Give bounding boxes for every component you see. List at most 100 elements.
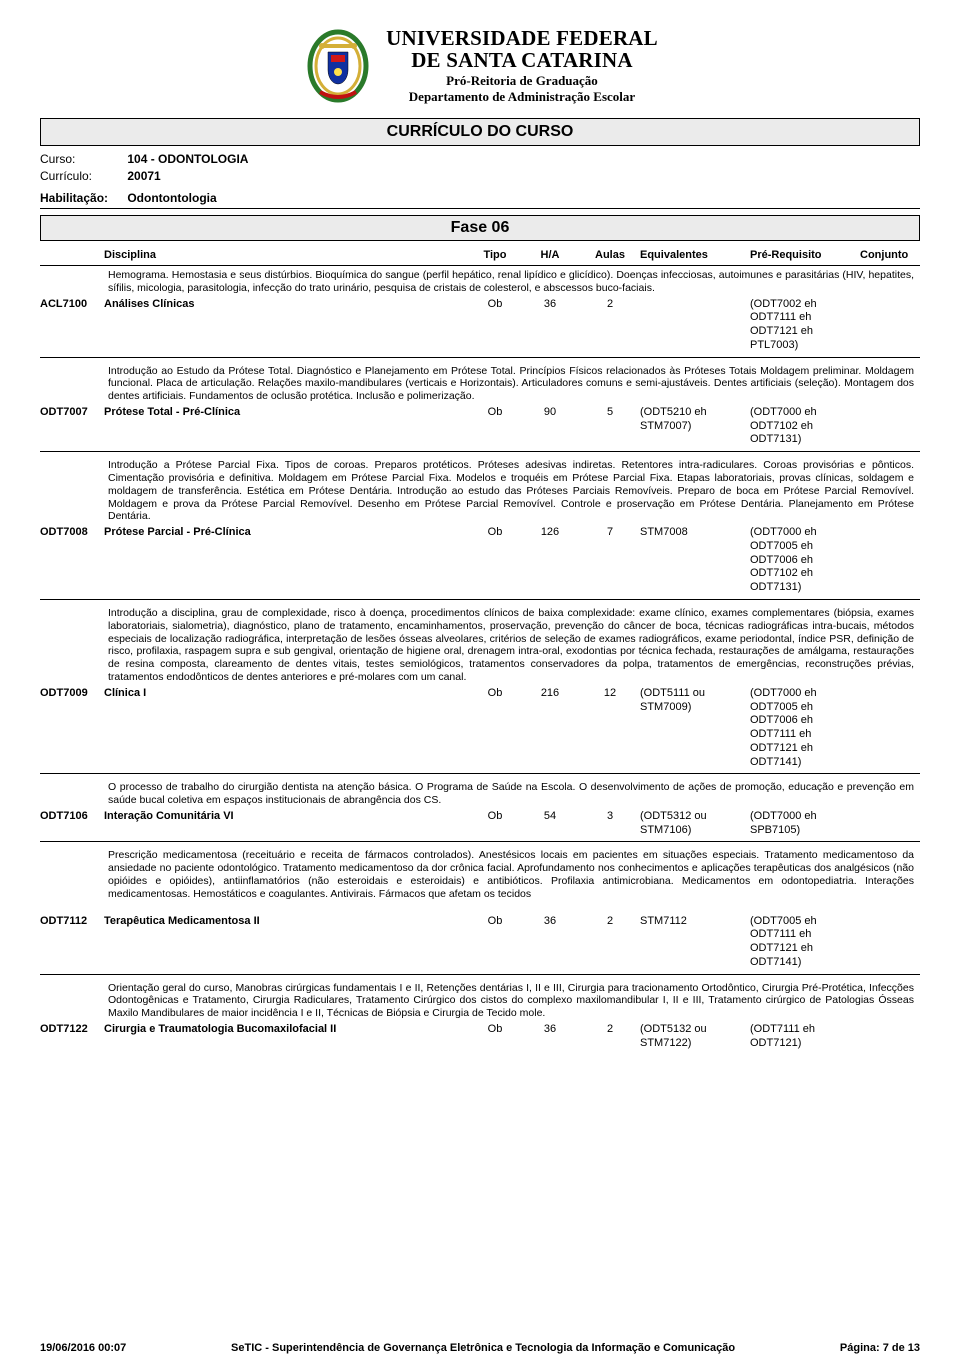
col-equivalentes: Equivalentes <box>640 249 750 261</box>
prereq-item: (ODT7111 eh <box>750 1023 860 1037</box>
equiv-item: STM7106) <box>640 824 750 838</box>
equiv-item: STM7008 <box>640 526 750 540</box>
discipline-ha: 216 <box>520 687 580 699</box>
university-crest-icon <box>302 24 374 108</box>
prereq-item: ODT7121 eh <box>750 742 860 756</box>
col-aulas: Aulas <box>580 249 640 261</box>
discipline-equiv: (ODT5132 ouSTM7122) <box>640 1023 750 1051</box>
discipline-code: ACL7100 <box>40 298 104 310</box>
col-ha: H/A <box>520 249 580 261</box>
university-name-1: UNIVERSIDADE FEDERAL <box>386 27 658 49</box>
column-headers: Disciplina Tipo H/A Aulas Equivalentes P… <box>40 245 920 266</box>
discipline-equiv: (ODT5312 ouSTM7106) <box>640 810 750 838</box>
discipline-aulas: 3 <box>580 810 640 822</box>
discipline-row: ODT7106Interação Comunitária VIOb543(ODT… <box>40 810 920 838</box>
discipline-equiv: STM7112 <box>640 915 750 929</box>
discipline-name: Cirurgia e Traumatologia Bucomaxilofacia… <box>104 1023 470 1035</box>
prereq-item: ODT7102 eh <box>750 420 860 434</box>
discipline-tipo: Ob <box>470 687 520 699</box>
discipline-description: Introdução a disciplina, grau de complex… <box>40 604 920 687</box>
discipline-name: Terapêutica Medicamentosa II <box>104 915 470 927</box>
prereq-item: ODT7141) <box>750 756 860 770</box>
discipline-prereq: (ODT7111 ehODT7121) <box>750 1023 860 1051</box>
discipline-description: Prescrição medicamentosa (receituário e … <box>40 846 920 914</box>
discipline-row: ODT7122Cirurgia e Traumatologia Bucomaxi… <box>40 1023 920 1051</box>
footer-center: SeTIC - Superintendência de Governança E… <box>231 1342 735 1354</box>
discipline-aulas: 2 <box>580 1023 640 1035</box>
discipline-name: Prótese Parcial - Pré-Clínica <box>104 526 470 538</box>
prereq-item: (ODT7000 eh <box>750 406 860 420</box>
prereq-item: ODT7111 eh <box>750 311 860 325</box>
meta-curso: Curso: 104 - ODONTOLOGIA <box>40 152 920 166</box>
prereq-item: ODT7005 eh <box>750 701 860 715</box>
col-conjunto: Conjunto <box>860 249 920 261</box>
university-sub1: Pró-Reitoria de Graduação <box>386 73 658 89</box>
discipline-description: Introdução a Prótese Parcial Fixa. Tipos… <box>40 456 920 526</box>
col-disciplina: Disciplina <box>104 249 470 261</box>
habilitacao-value: Odontontologia <box>127 191 216 205</box>
page: UNIVERSIDADE FEDERAL DE SANTA CATARINA P… <box>0 0 960 1364</box>
discipline-ha: 36 <box>520 1023 580 1035</box>
prereq-item: ODT7141) <box>750 956 860 970</box>
discipline-aulas: 12 <box>580 687 640 699</box>
col-prerequisito: Pré-Requisito <box>750 249 860 261</box>
discipline-block: O processo de trabalho do cirurgião dent… <box>40 778 920 842</box>
discipline-equiv: (ODT5210 ehSTM7007) <box>640 406 750 434</box>
discipline-name: Interação Comunitária VI <box>104 810 470 822</box>
university-name-2: DE SANTA CATARINA <box>386 49 658 71</box>
discipline-equiv: (ODT5111 ouSTM7009) <box>640 687 750 715</box>
prereq-item: ODT7121 eh <box>750 325 860 339</box>
discipline-description: O processo de trabalho do cirurgião dent… <box>40 778 920 810</box>
discipline-tipo: Ob <box>470 526 520 538</box>
curriculo-label: Currículo: <box>40 169 124 183</box>
prereq-item: ODT7006 eh <box>750 554 860 568</box>
curso-value: 104 - ODONTOLOGIA <box>127 152 248 166</box>
meta-curriculo: Currículo: 20071 <box>40 169 920 183</box>
discipline-ha: 90 <box>520 406 580 418</box>
prereq-item: ODT7006 eh <box>750 714 860 728</box>
discipline-row: ODT7009Clínica IOb21612(ODT5111 ouSTM700… <box>40 687 920 770</box>
discipline-row: ACL7100Análises ClínicasOb362(ODT7002 eh… <box>40 298 920 353</box>
discipline-aulas: 7 <box>580 526 640 538</box>
discipline-aulas: 5 <box>580 406 640 418</box>
prereq-item: (ODT7000 eh <box>750 810 860 824</box>
equiv-item: STM7009) <box>640 701 750 715</box>
discipline-code: ODT7008 <box>40 526 104 538</box>
habilitacao-label: Habilitação: <box>40 191 124 205</box>
curso-label: Curso: <box>40 152 124 166</box>
footer-page: Página: 7 de 13 <box>840 1342 920 1354</box>
university-text: UNIVERSIDADE FEDERAL DE SANTA CATARINA P… <box>386 27 658 105</box>
discipline-name: Clínica I <box>104 687 470 699</box>
discipline-row: ODT7008Prótese Parcial - Pré-ClínicaOb12… <box>40 526 920 595</box>
equiv-item: (ODT5210 eh <box>640 406 750 420</box>
university-sub2: Departamento de Administração Escolar <box>386 89 658 105</box>
discipline-code: ODT7106 <box>40 810 104 822</box>
prereq-item: ODT7131) <box>750 581 860 595</box>
discipline-equiv: STM7008 <box>640 526 750 540</box>
discipline-prereq: (ODT7002 ehODT7111 ehODT7121 ehPTL7003) <box>750 298 860 353</box>
equiv-item: STM7112 <box>640 915 750 929</box>
equiv-item: STM7122) <box>640 1037 750 1051</box>
discipline-block: Prescrição medicamentosa (receituário e … <box>40 846 920 974</box>
prereq-item: (ODT7000 eh <box>750 687 860 701</box>
prereq-item: ODT7111 eh <box>750 928 860 942</box>
discipline-prereq: (ODT7000 ehODT7102 ehODT7131) <box>750 406 860 447</box>
discipline-tipo: Ob <box>470 810 520 822</box>
discipline-code: ODT7009 <box>40 687 104 699</box>
footer-date: 19/06/2016 00:07 <box>40 1342 126 1354</box>
prereq-item: (ODT7000 eh <box>750 526 860 540</box>
disciplines-container: Hemograma. Hemostasia e seus distúrbios.… <box>40 266 920 1054</box>
discipline-name: Análises Clínicas <box>104 298 470 310</box>
discipline-prereq: (ODT7000 ehSPB7105) <box>750 810 860 838</box>
discipline-block: Introdução a disciplina, grau de complex… <box>40 604 920 774</box>
prereq-item: ODT7111 eh <box>750 728 860 742</box>
discipline-row: ODT7112Terapêutica Medicamentosa IIOb362… <box>40 915 920 970</box>
header: UNIVERSIDADE FEDERAL DE SANTA CATARINA P… <box>40 20 920 118</box>
prereq-item: ODT7102 eh <box>750 567 860 581</box>
discipline-tipo: Ob <box>470 298 520 310</box>
discipline-prereq: (ODT7000 ehODT7005 ehODT7006 ehODT7111 e… <box>750 687 860 770</box>
discipline-ha: 36 <box>520 298 580 310</box>
prereq-item: SPB7105) <box>750 824 860 838</box>
discipline-prereq: (ODT7005 ehODT7111 ehODT7121 ehODT7141) <box>750 915 860 970</box>
discipline-ha: 126 <box>520 526 580 538</box>
